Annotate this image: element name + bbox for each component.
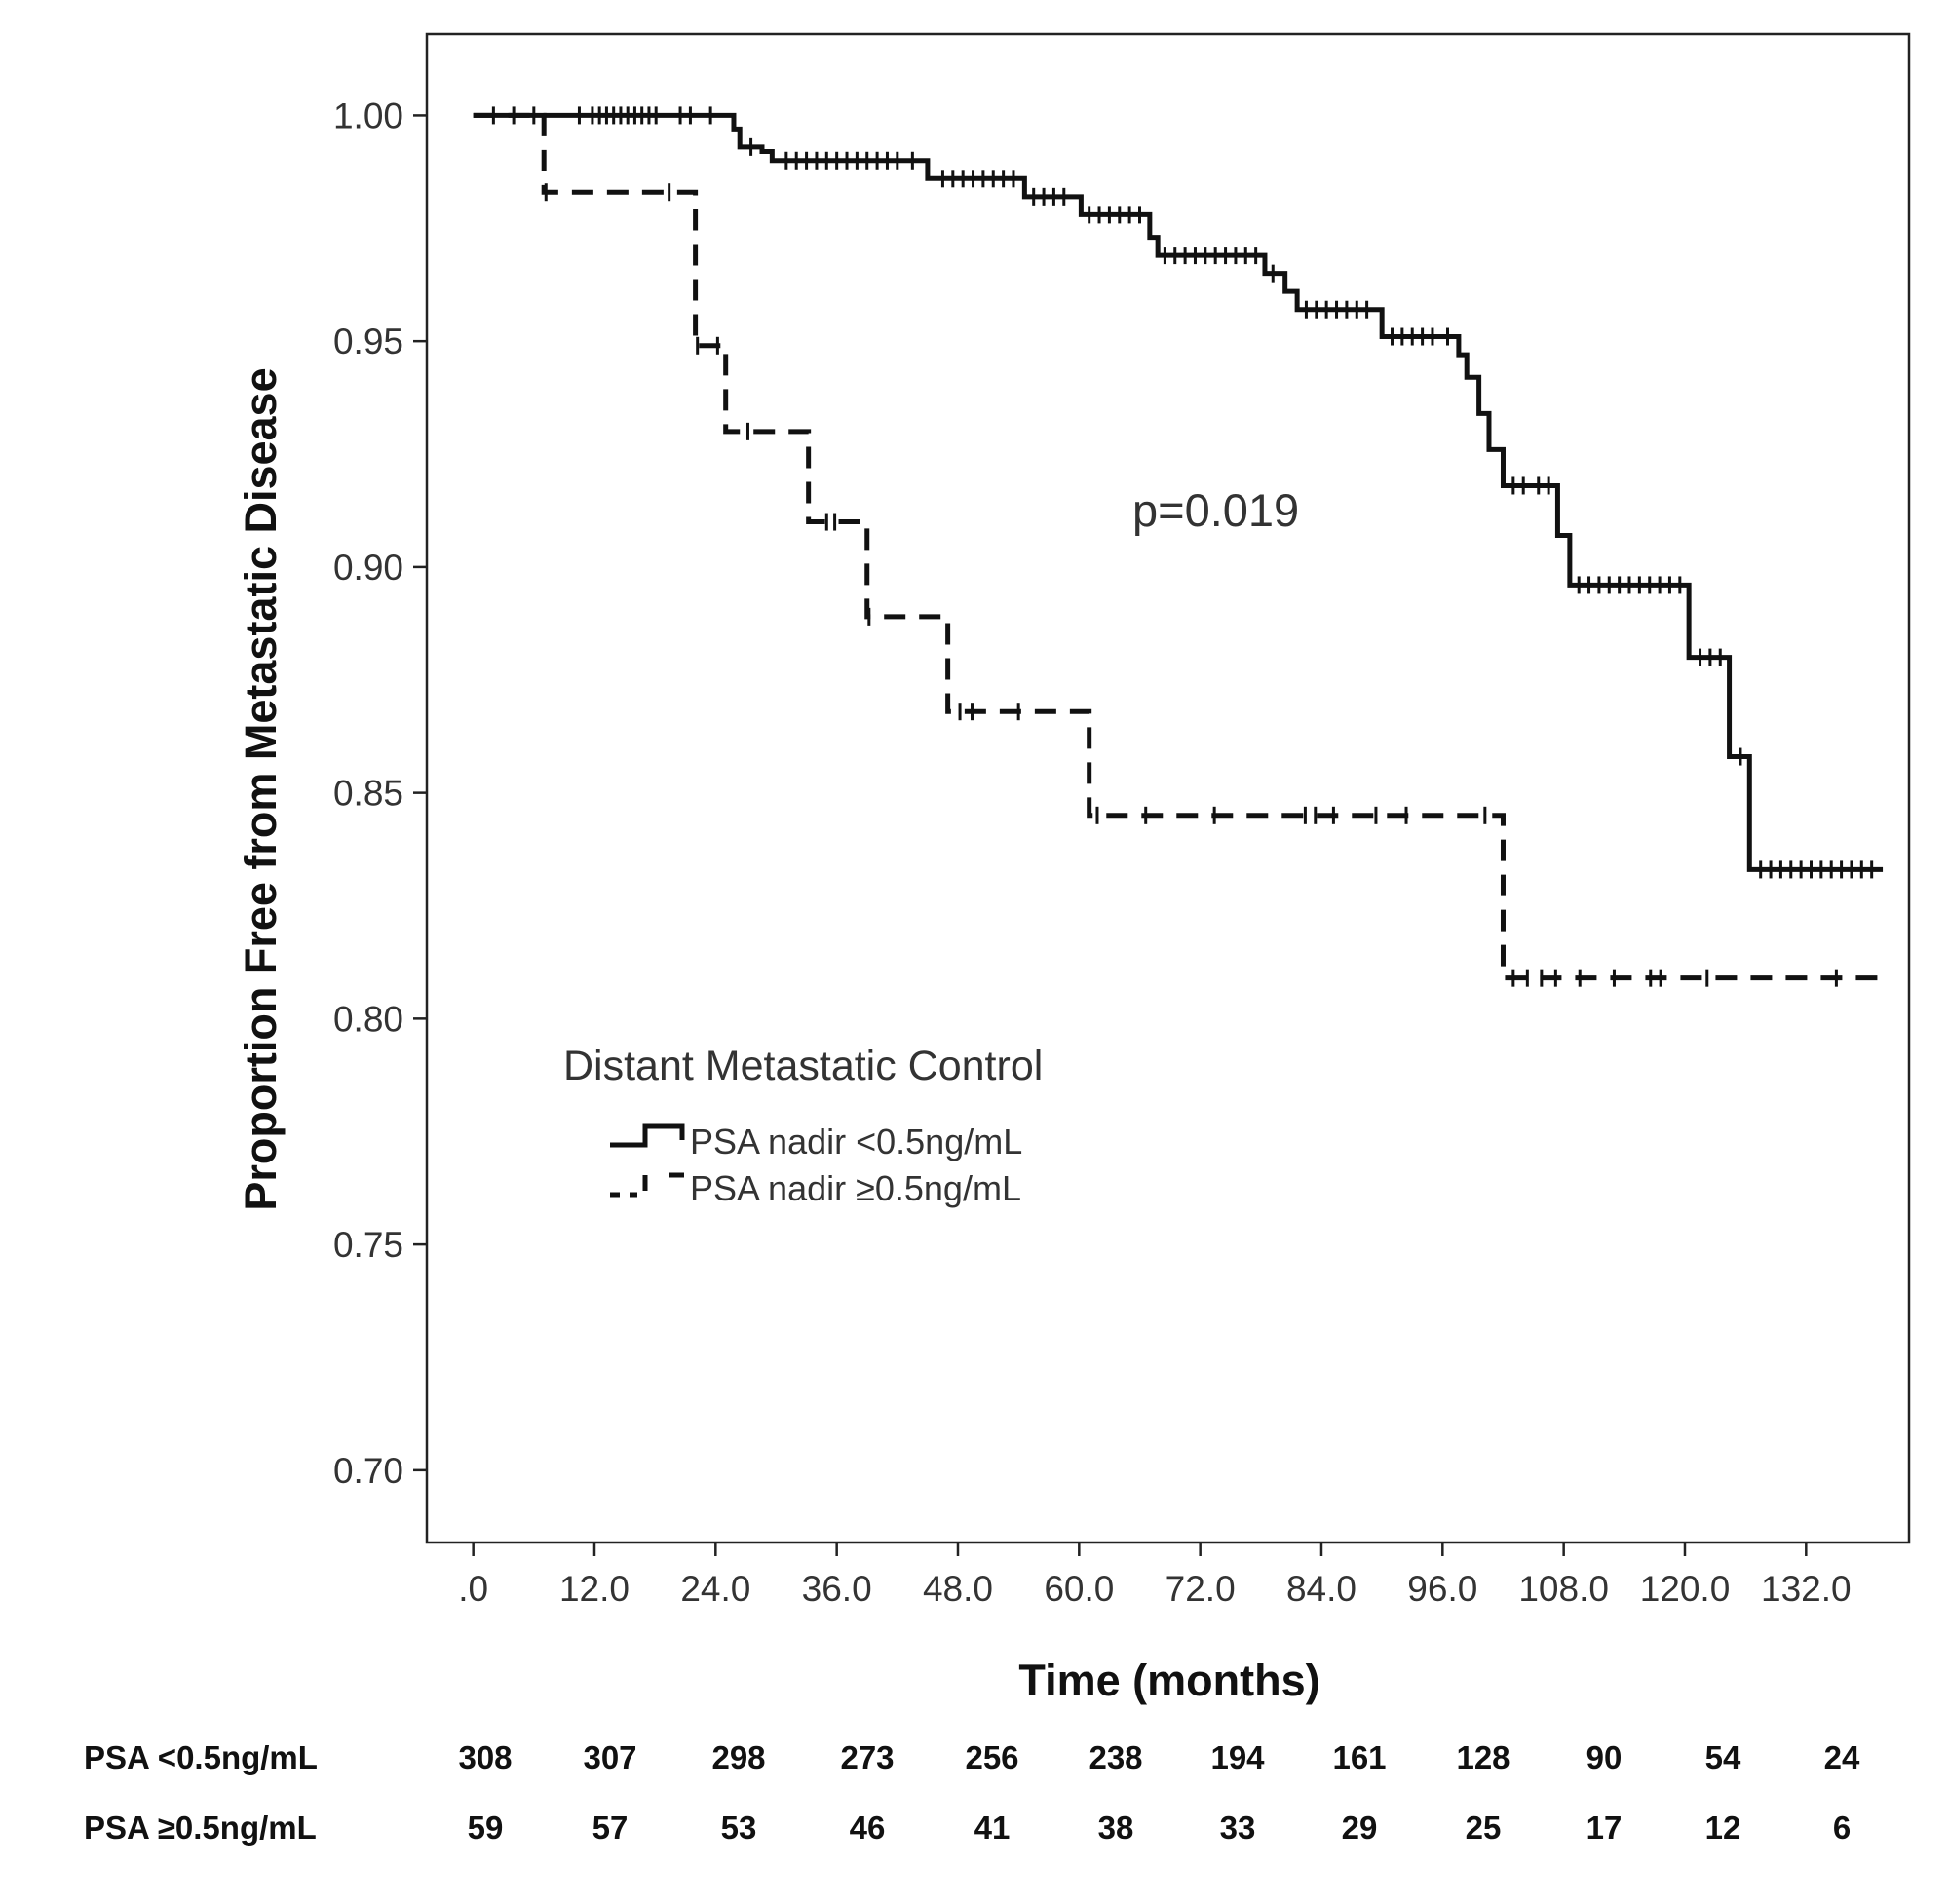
y-tick-label: 0.75 [333,1225,403,1265]
risk-value: 17 [1586,1809,1623,1846]
x-tick-label: 72.0 [1166,1569,1236,1609]
risk-value: 29 [1342,1809,1378,1846]
risk-row-label-1: PSA <0.5ng/mL [84,1739,318,1775]
risk-value: 46 [850,1809,886,1846]
plot-frame [425,32,1911,1544]
risk-value: 128 [1456,1739,1510,1775]
risk-value: 53 [721,1809,757,1846]
risk-row-label-2: PSA ≥0.5ng/mL [84,1809,317,1846]
legend-entry-dashed: PSA nadir ≥0.5ng/mL [690,1168,1021,1208]
risk-value: 307 [583,1739,636,1775]
risk-value: 24 [1824,1739,1860,1775]
risk-value: 273 [840,1739,894,1775]
legend: Distant Metastatic Control PSA nadir <0.… [563,1043,1043,1208]
x-tick-label: 96.0 [1407,1569,1477,1609]
y-tick-label: 0.85 [333,774,403,814]
p-value-annotation: p=0.019 [1132,484,1299,536]
risk-value: 90 [1586,1739,1623,1775]
x-tick-label: 12.0 [559,1569,630,1609]
x-tick-label: 60.0 [1044,1569,1114,1609]
risk-value: 12 [1705,1809,1741,1846]
risk-value: 194 [1210,1739,1265,1775]
legend-solid-line-icon [610,1123,685,1148]
legend-title: Distant Metastatic Control [563,1043,1043,1089]
x-tick-label: 108.0 [1518,1569,1609,1609]
risk-value: 308 [458,1739,512,1775]
y-axis-label: Proportion Free from Metastatic Disease [236,367,286,1210]
x-tick-label: 84.0 [1286,1569,1357,1609]
y-tick-label: 1.00 [333,95,403,135]
risk-value: 25 [1466,1809,1502,1846]
y-tick-label: 0.95 [333,322,403,362]
survival-curve-solid [473,112,1884,872]
risk-value: 298 [711,1739,765,1775]
y-tick-label: 0.80 [333,999,403,1039]
x-axis-label: Time (months) [1018,1656,1319,1705]
survival-curve-dashed [473,112,1884,981]
y-tick-label: 0.90 [333,548,403,588]
x-tick-label: 48.0 [923,1569,993,1609]
risk-table: PSA <0.5ng/mL PSA ≥0.5ng/mL 308 307 298 273… [84,1739,1860,1846]
x-axis: .0 12.0 24.0 36.0 48.0 60.0 72.0 84.0 96.0 108.0 1… [458,1542,1852,1609]
x-tick-label: 120.0 [1640,1569,1731,1609]
y-axis: 0.70 0.75 0.80 0.85 0.90 0.95 1.00 [333,95,427,1491]
legend-entry-solid: PSA nadir <0.5ng/mL [690,1122,1022,1161]
x-tick-label: 36.0 [802,1569,872,1609]
risk-value: 41 [974,1809,1011,1846]
risk-value: 38 [1098,1809,1134,1846]
y-tick-label: 0.70 [333,1451,403,1491]
risk-value: 6 [1833,1809,1851,1846]
x-tick-label: 132.0 [1761,1569,1852,1609]
x-tick-label: 24.0 [680,1569,750,1609]
risk-value: 54 [1705,1739,1741,1775]
legend-dashed-line-icon [610,1172,684,1198]
risk-value: 161 [1332,1739,1386,1775]
risk-value: 59 [468,1809,504,1846]
risk-value: 57 [592,1809,629,1846]
risk-value: 33 [1220,1809,1256,1846]
risk-value: 238 [1089,1739,1142,1775]
risk-value: 256 [965,1739,1018,1775]
series-layer [473,106,1884,987]
x-tick-label: .0 [458,1569,488,1609]
